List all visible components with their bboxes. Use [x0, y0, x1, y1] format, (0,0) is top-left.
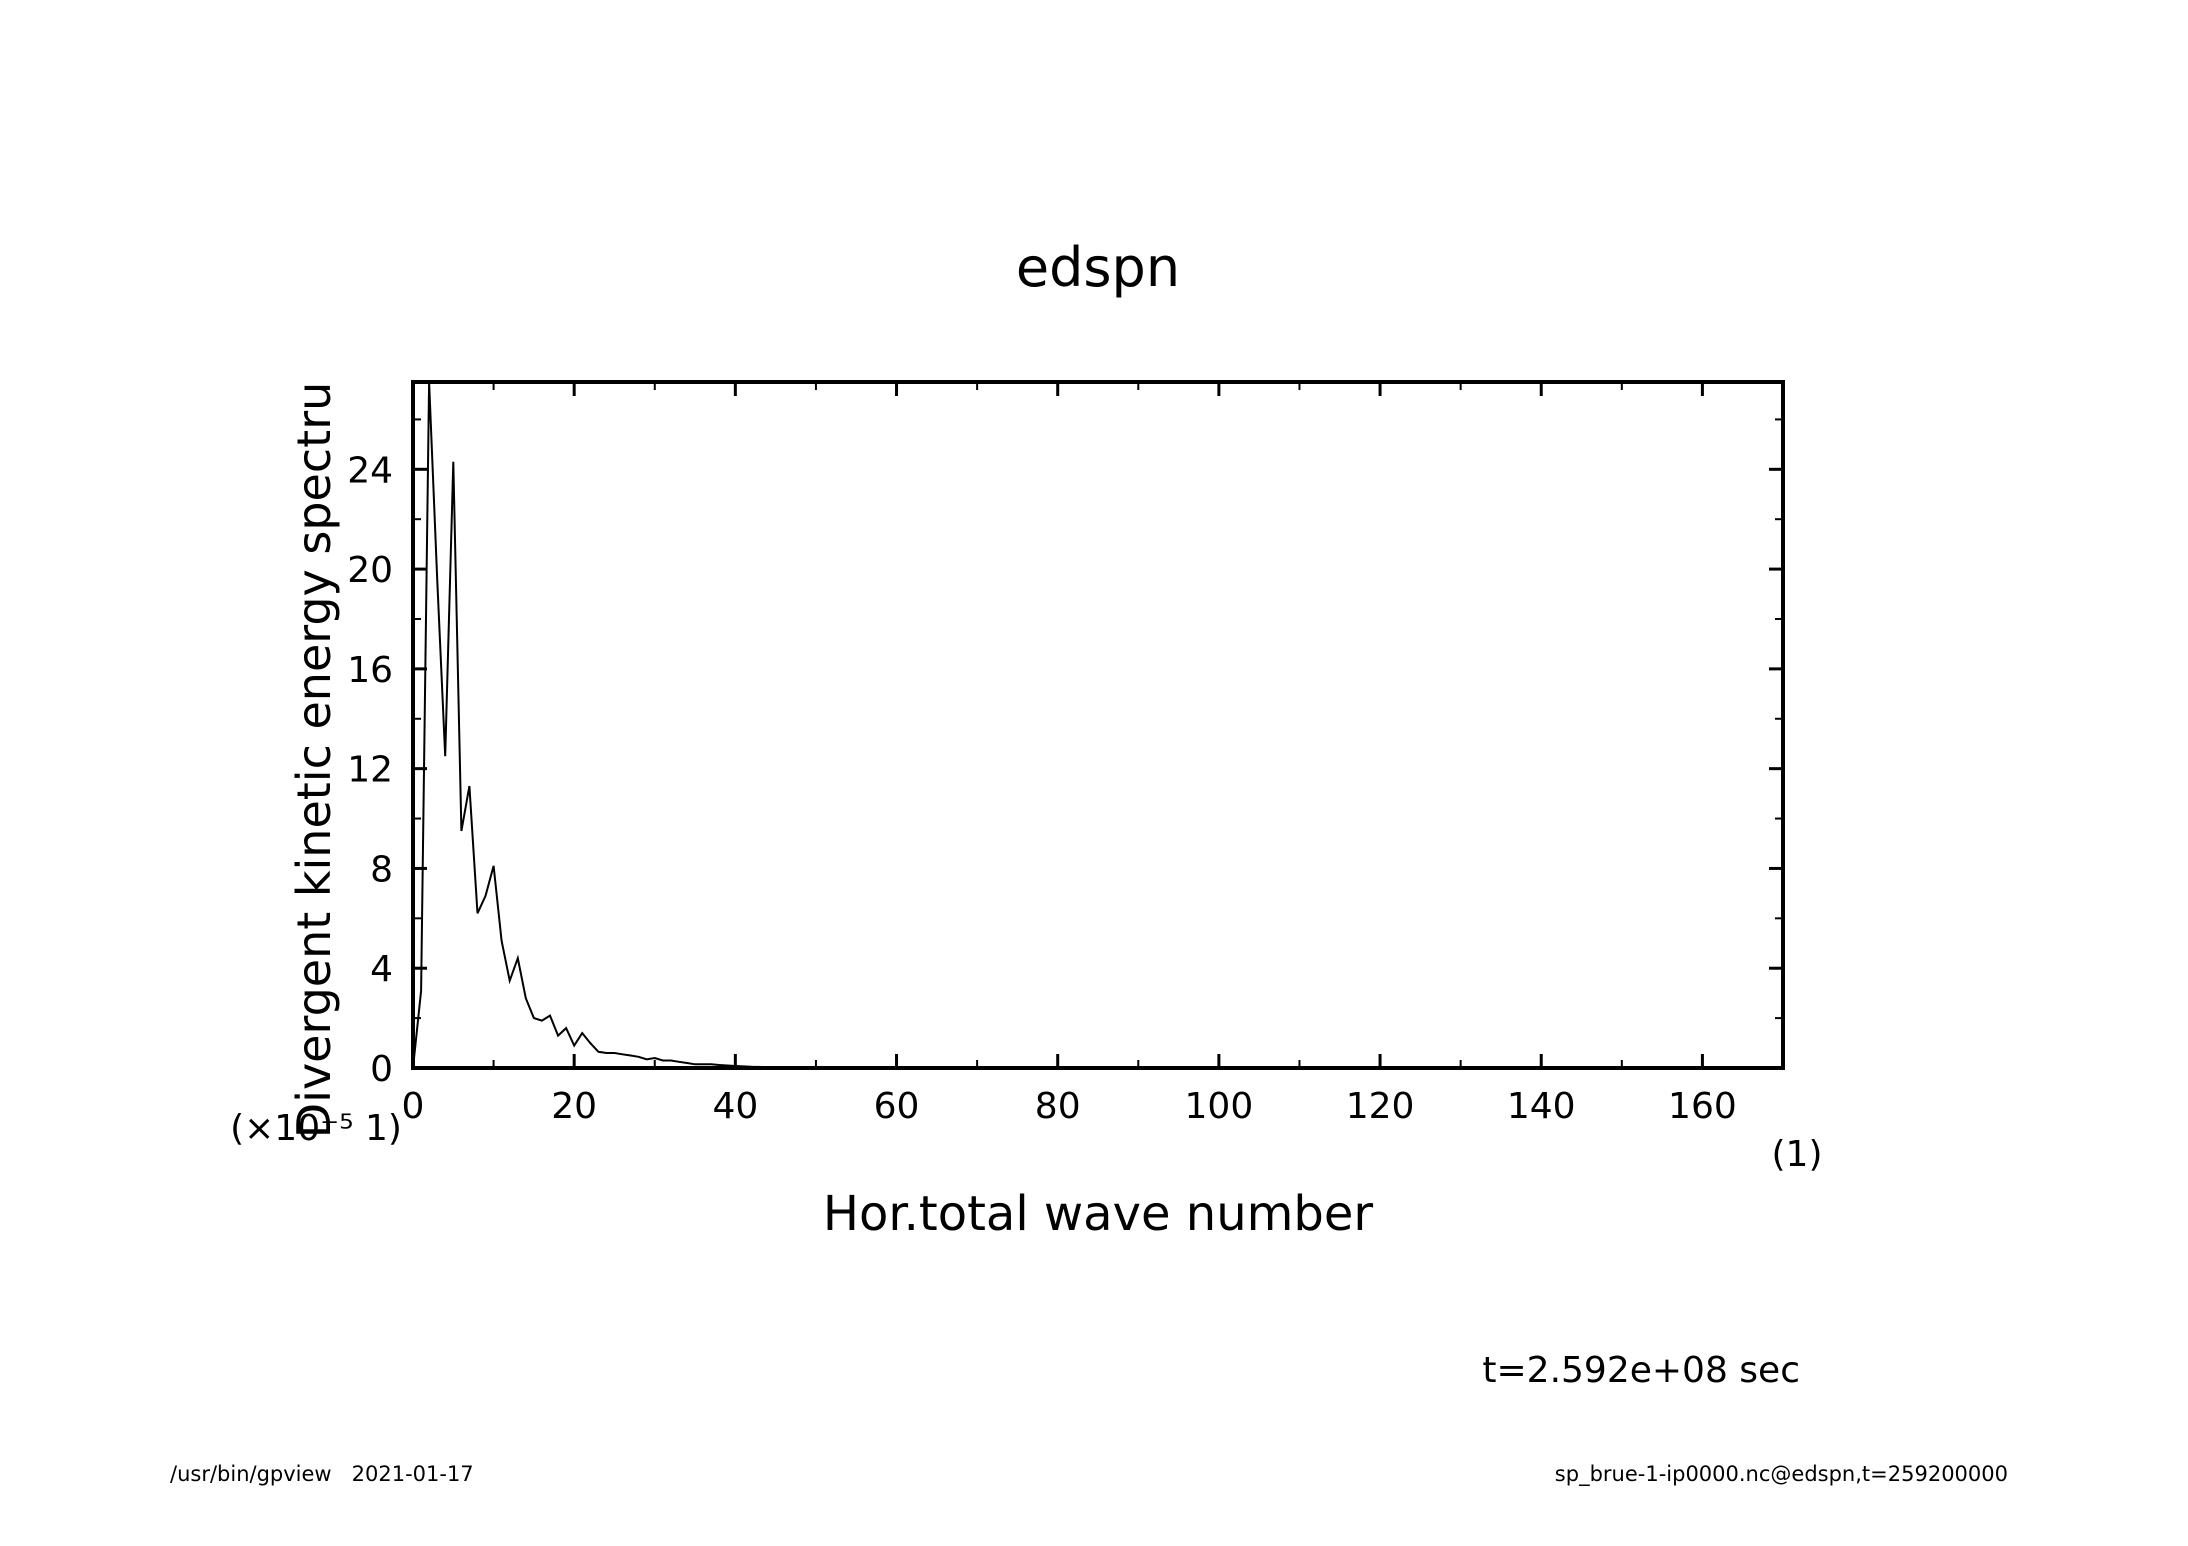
x-tick-label: 80 — [1035, 1086, 1081, 1127]
y-tick-label: 24 — [347, 450, 393, 491]
y-scale-label: (×10⁻⁵ 1) — [230, 1108, 402, 1149]
y-tick-label: 0 — [370, 1049, 393, 1090]
y-tick-label: 8 — [370, 849, 393, 890]
y-axis-ticks: 0 4 8 12 16 20 24 — [347, 418, 1783, 1090]
y-tick-label: 12 — [347, 750, 393, 791]
y-tick-label: 20 — [347, 550, 393, 591]
series-line — [412, 381, 1783, 1069]
x-tick-label: 20 — [551, 1086, 597, 1127]
plot-frame — [411, 380, 1785, 1070]
x-tick-label: 60 — [874, 1086, 920, 1127]
x-axis-label: Hor.total wave number — [823, 1186, 1374, 1242]
y-tick-label: 16 — [347, 650, 393, 691]
y-axis-label: Divergent kinetic energy spectru — [287, 382, 341, 1139]
x-unit-label: (1) — [1772, 1134, 1823, 1175]
x-tick-label: 0 — [402, 1086, 425, 1127]
chart-title: edspn — [1016, 236, 1180, 299]
footer-left: /usr/bin/gpview 2021-01-17 — [170, 1462, 474, 1486]
x-tick-label: 120 — [1346, 1086, 1415, 1127]
x-tick-label: 40 — [712, 1086, 758, 1127]
time-annotation: t=2.592e+08 sec — [1482, 1350, 1800, 1391]
x-axis-ticks: 0 20 40 60 80 100 120 140 160 — [402, 382, 1737, 1127]
footer-right: sp_brue-1-ip0000.nc@edspn,t=259200000 — [1554, 1462, 2008, 1486]
x-tick-label: 100 — [1185, 1086, 1254, 1127]
y-tick-label: 4 — [370, 949, 393, 990]
x-tick-label: 160 — [1668, 1086, 1737, 1127]
x-tick-label: 140 — [1507, 1086, 1576, 1127]
